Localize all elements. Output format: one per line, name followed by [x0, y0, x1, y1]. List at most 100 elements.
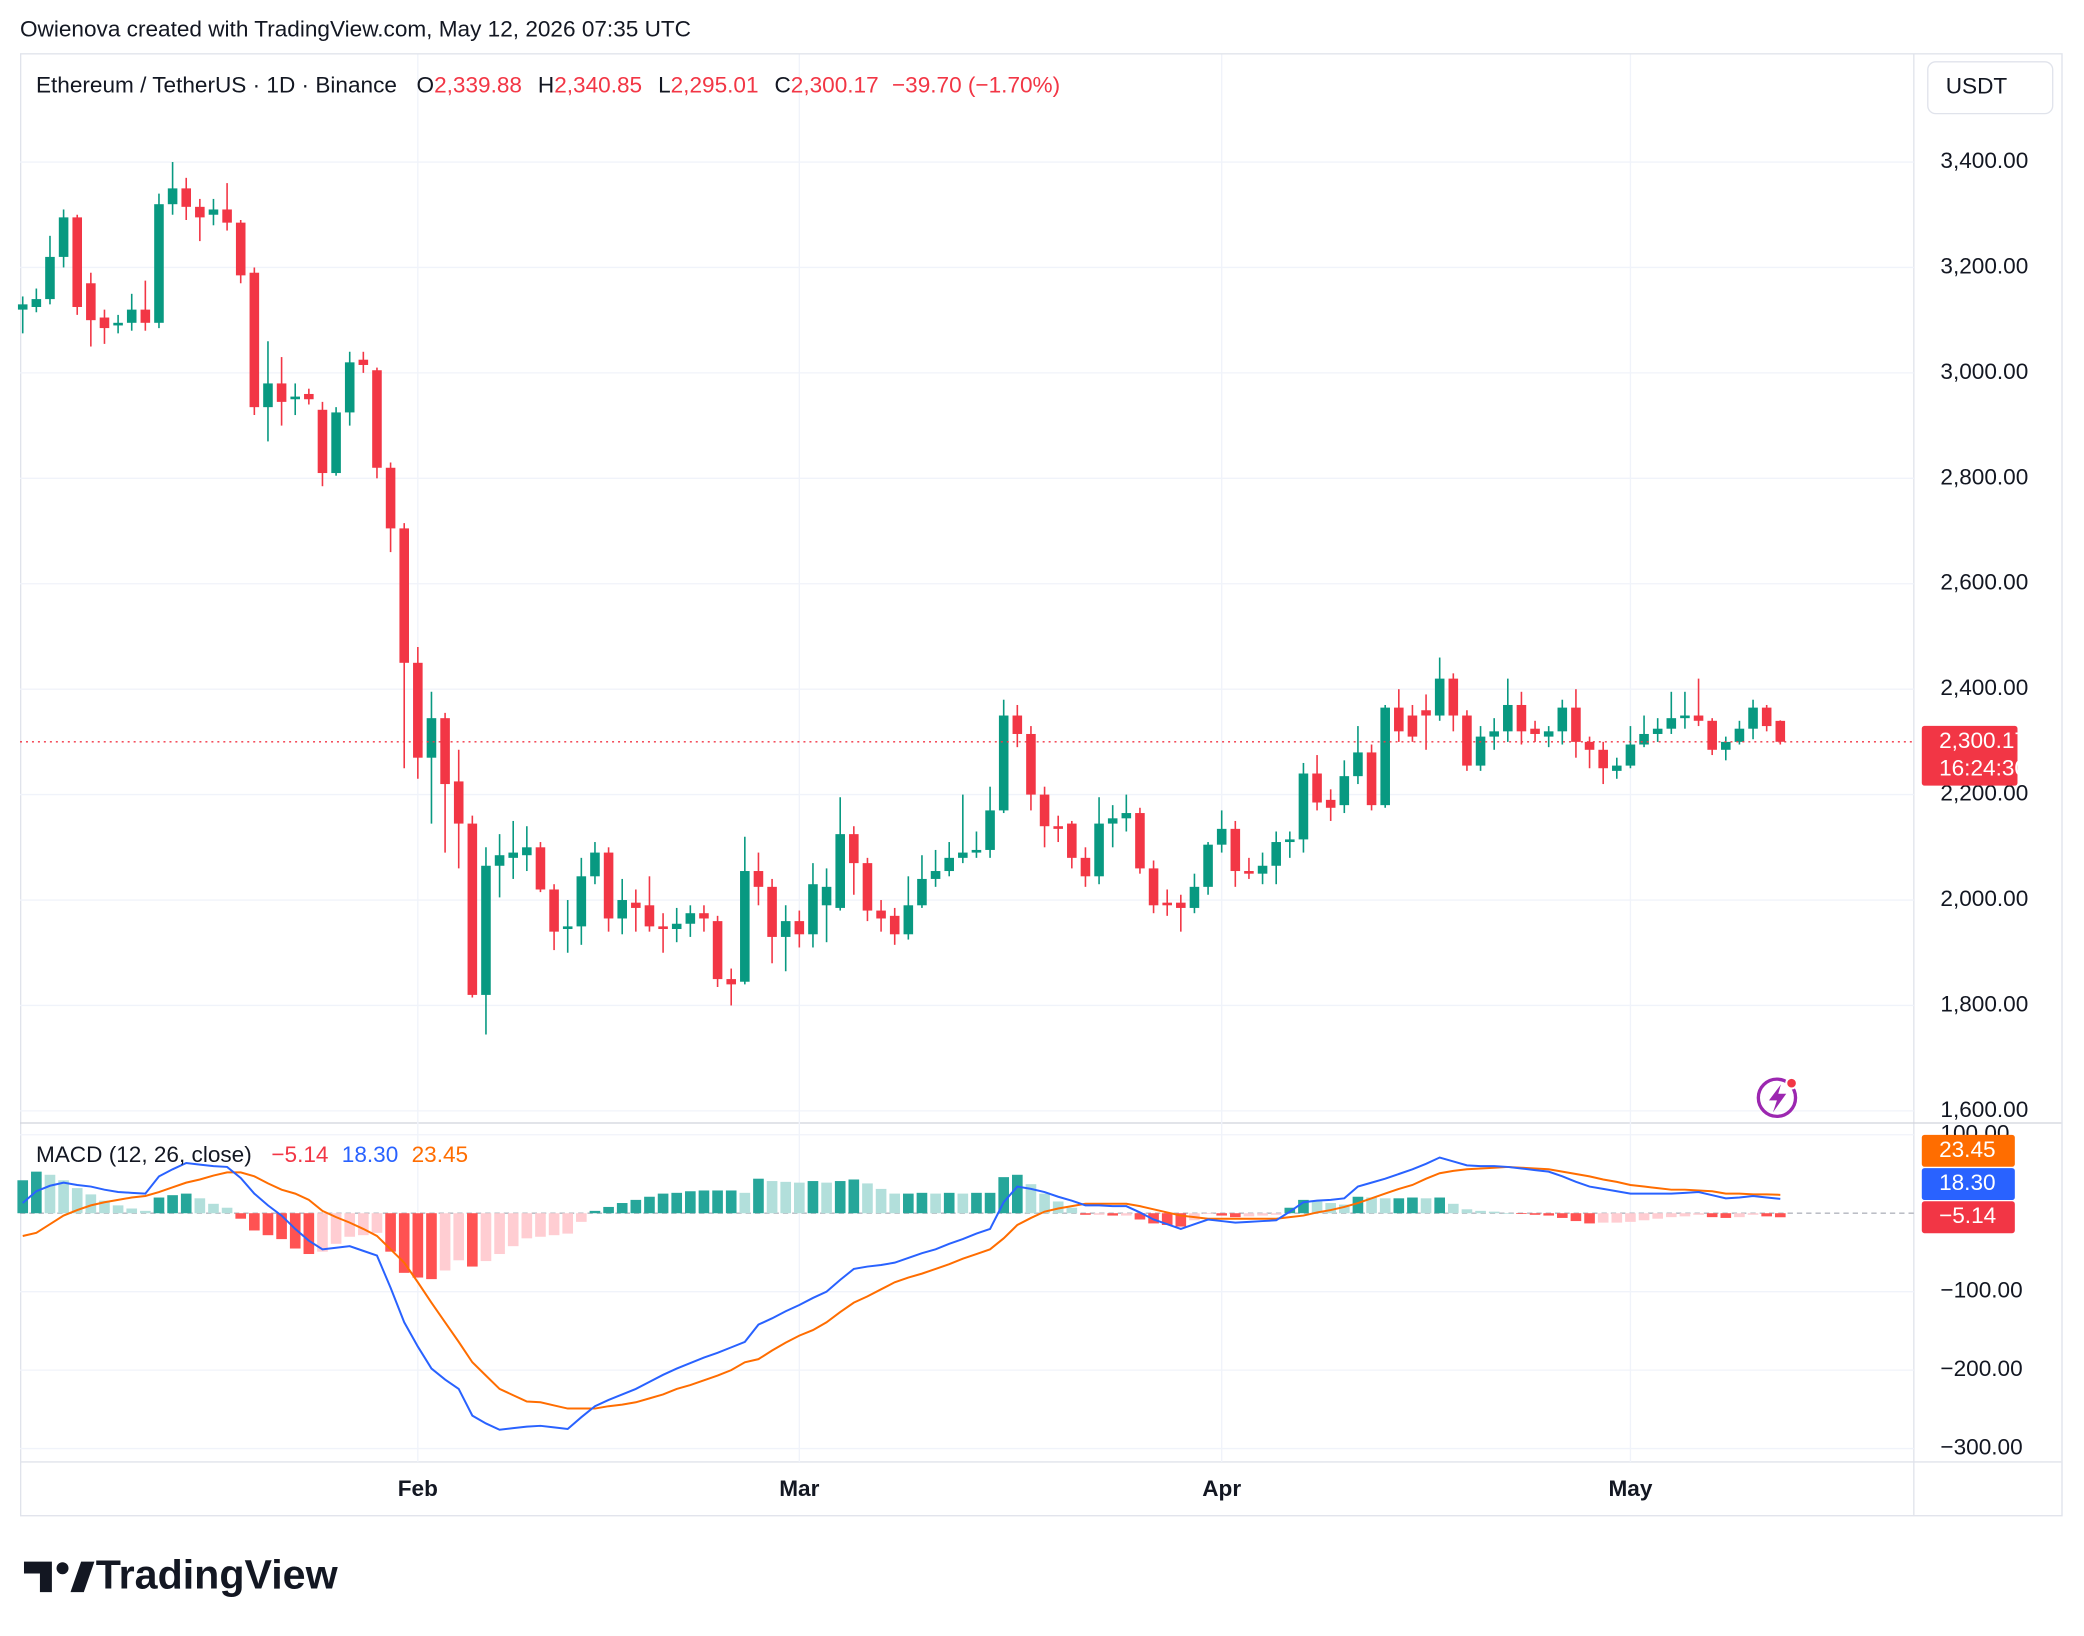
candle-body	[1734, 728, 1745, 742]
histogram-bar	[875, 1188, 887, 1214]
alert-dot[interactable]	[1785, 1076, 1798, 1090]
histogram-bar	[1611, 1213, 1623, 1223]
candle-body	[1380, 707, 1390, 806]
candle-body	[767, 886, 777, 937]
candle-body	[1039, 794, 1050, 827]
candle-body	[1516, 704, 1527, 732]
histogram-bar	[862, 1183, 873, 1214]
candle-body	[644, 905, 655, 927]
candle-body	[413, 662, 423, 758]
histogram-bar	[562, 1213, 574, 1234]
candle-body	[1598, 749, 1608, 769]
candle-body	[358, 359, 369, 365]
candle-body	[1080, 857, 1091, 877]
histogram-bar	[1379, 1198, 1391, 1214]
candle-body	[1407, 715, 1418, 737]
candle-body	[1707, 720, 1717, 750]
candle-body	[426, 718, 437, 758]
candle-body	[1012, 715, 1023, 734]
alert-bolt[interactable]	[1768, 1084, 1787, 1113]
histogram-bar	[630, 1199, 642, 1214]
ohlc-label: C	[774, 72, 790, 97]
histogram-bar	[1420, 1198, 1432, 1214]
candle-body	[86, 283, 96, 321]
candle-body	[1475, 736, 1486, 766]
histogram-bar	[344, 1213, 356, 1237]
candle-body	[998, 715, 1009, 811]
histogram-bar	[848, 1179, 860, 1214]
histogram-tag-label: −5.14	[1939, 1203, 1996, 1228]
candle-body	[167, 188, 178, 205]
histogram-bar	[99, 1200, 110, 1214]
ohlc-label: O	[417, 72, 435, 97]
histogram-bar	[1679, 1213, 1691, 1217]
histogram-bar	[140, 1210, 151, 1214]
change: −39.70 (−1.70%)	[892, 72, 1060, 97]
candle-body	[821, 886, 832, 906]
macd-tag	[1921, 1168, 2015, 1200]
currency[interactable]: USDT	[1946, 74, 2008, 99]
candle-body	[1571, 707, 1581, 742]
histogram-bar	[1774, 1213, 1786, 1218]
ohlc-value: 2,300.17	[791, 72, 879, 97]
candle-body	[1652, 728, 1663, 734]
currency-button[interactable]	[1927, 61, 2054, 115]
candle-body	[1067, 823, 1077, 858]
candle-body	[235, 222, 246, 276]
histogram-bar	[1270, 1213, 1282, 1215]
candle-body	[1325, 799, 1336, 808]
histogram-bar	[1734, 1213, 1745, 1218]
candle-body	[808, 884, 818, 935]
histogram-bar	[1665, 1213, 1677, 1218]
macd-line	[22, 1156, 1781, 1431]
candle-body	[181, 188, 192, 207]
ohlc-value: 2,339.88	[434, 72, 522, 97]
candle-body	[740, 871, 750, 982]
ohlc-value: 2,340.85	[554, 72, 642, 97]
histogram-bar	[1148, 1213, 1159, 1224]
candle-body	[930, 871, 941, 879]
histogram-bar	[1366, 1197, 1377, 1214]
histogram-bar	[303, 1213, 315, 1255]
candle-body	[99, 317, 110, 329]
candle-body	[658, 926, 668, 930]
histogram-bar	[1529, 1213, 1541, 1215]
candle-body	[467, 823, 478, 995]
x-tick-label: Feb	[398, 1476, 438, 1501]
alert-icon[interactable]	[1756, 1076, 1798, 1119]
candle-body	[549, 889, 559, 932]
candle-body	[1285, 839, 1295, 843]
candle-body	[522, 847, 532, 856]
histogram-bar	[971, 1192, 982, 1214]
candle-body	[1693, 715, 1704, 721]
candle-body	[1189, 886, 1200, 908]
histogram-bar	[1652, 1213, 1663, 1219]
histogram-bar	[221, 1207, 233, 1214]
histogram-bar	[1066, 1207, 1078, 1214]
candle-body	[1148, 868, 1159, 906]
candle-body	[140, 309, 151, 323]
candle-body	[1162, 902, 1172, 906]
histogram-bar	[1516, 1213, 1527, 1215]
histogram-bar	[780, 1181, 792, 1214]
candle-body	[372, 370, 382, 468]
candle-body	[45, 256, 55, 300]
attribution: Owienova created with TradingView.com, M…	[20, 17, 691, 42]
histogram-bar	[58, 1180, 69, 1214]
signal-line	[22, 1165, 1781, 1410]
alert-ring[interactable]	[1756, 1077, 1798, 1119]
histogram-bar	[1298, 1199, 1309, 1214]
candle-body	[1053, 826, 1063, 829]
candle-body	[726, 979, 736, 985]
last-price-tag	[1921, 725, 2018, 786]
candle-body	[1176, 902, 1186, 908]
candle-body	[494, 855, 505, 866]
candle-body	[603, 852, 614, 919]
candle-body	[917, 878, 927, 906]
x-tick-label: Apr	[1202, 1476, 1241, 1501]
histogram-bar	[371, 1213, 383, 1233]
candle-body	[72, 217, 83, 307]
candle-body	[753, 871, 764, 887]
histogram-bar	[1039, 1193, 1050, 1214]
histogram-bar	[1475, 1210, 1486, 1214]
